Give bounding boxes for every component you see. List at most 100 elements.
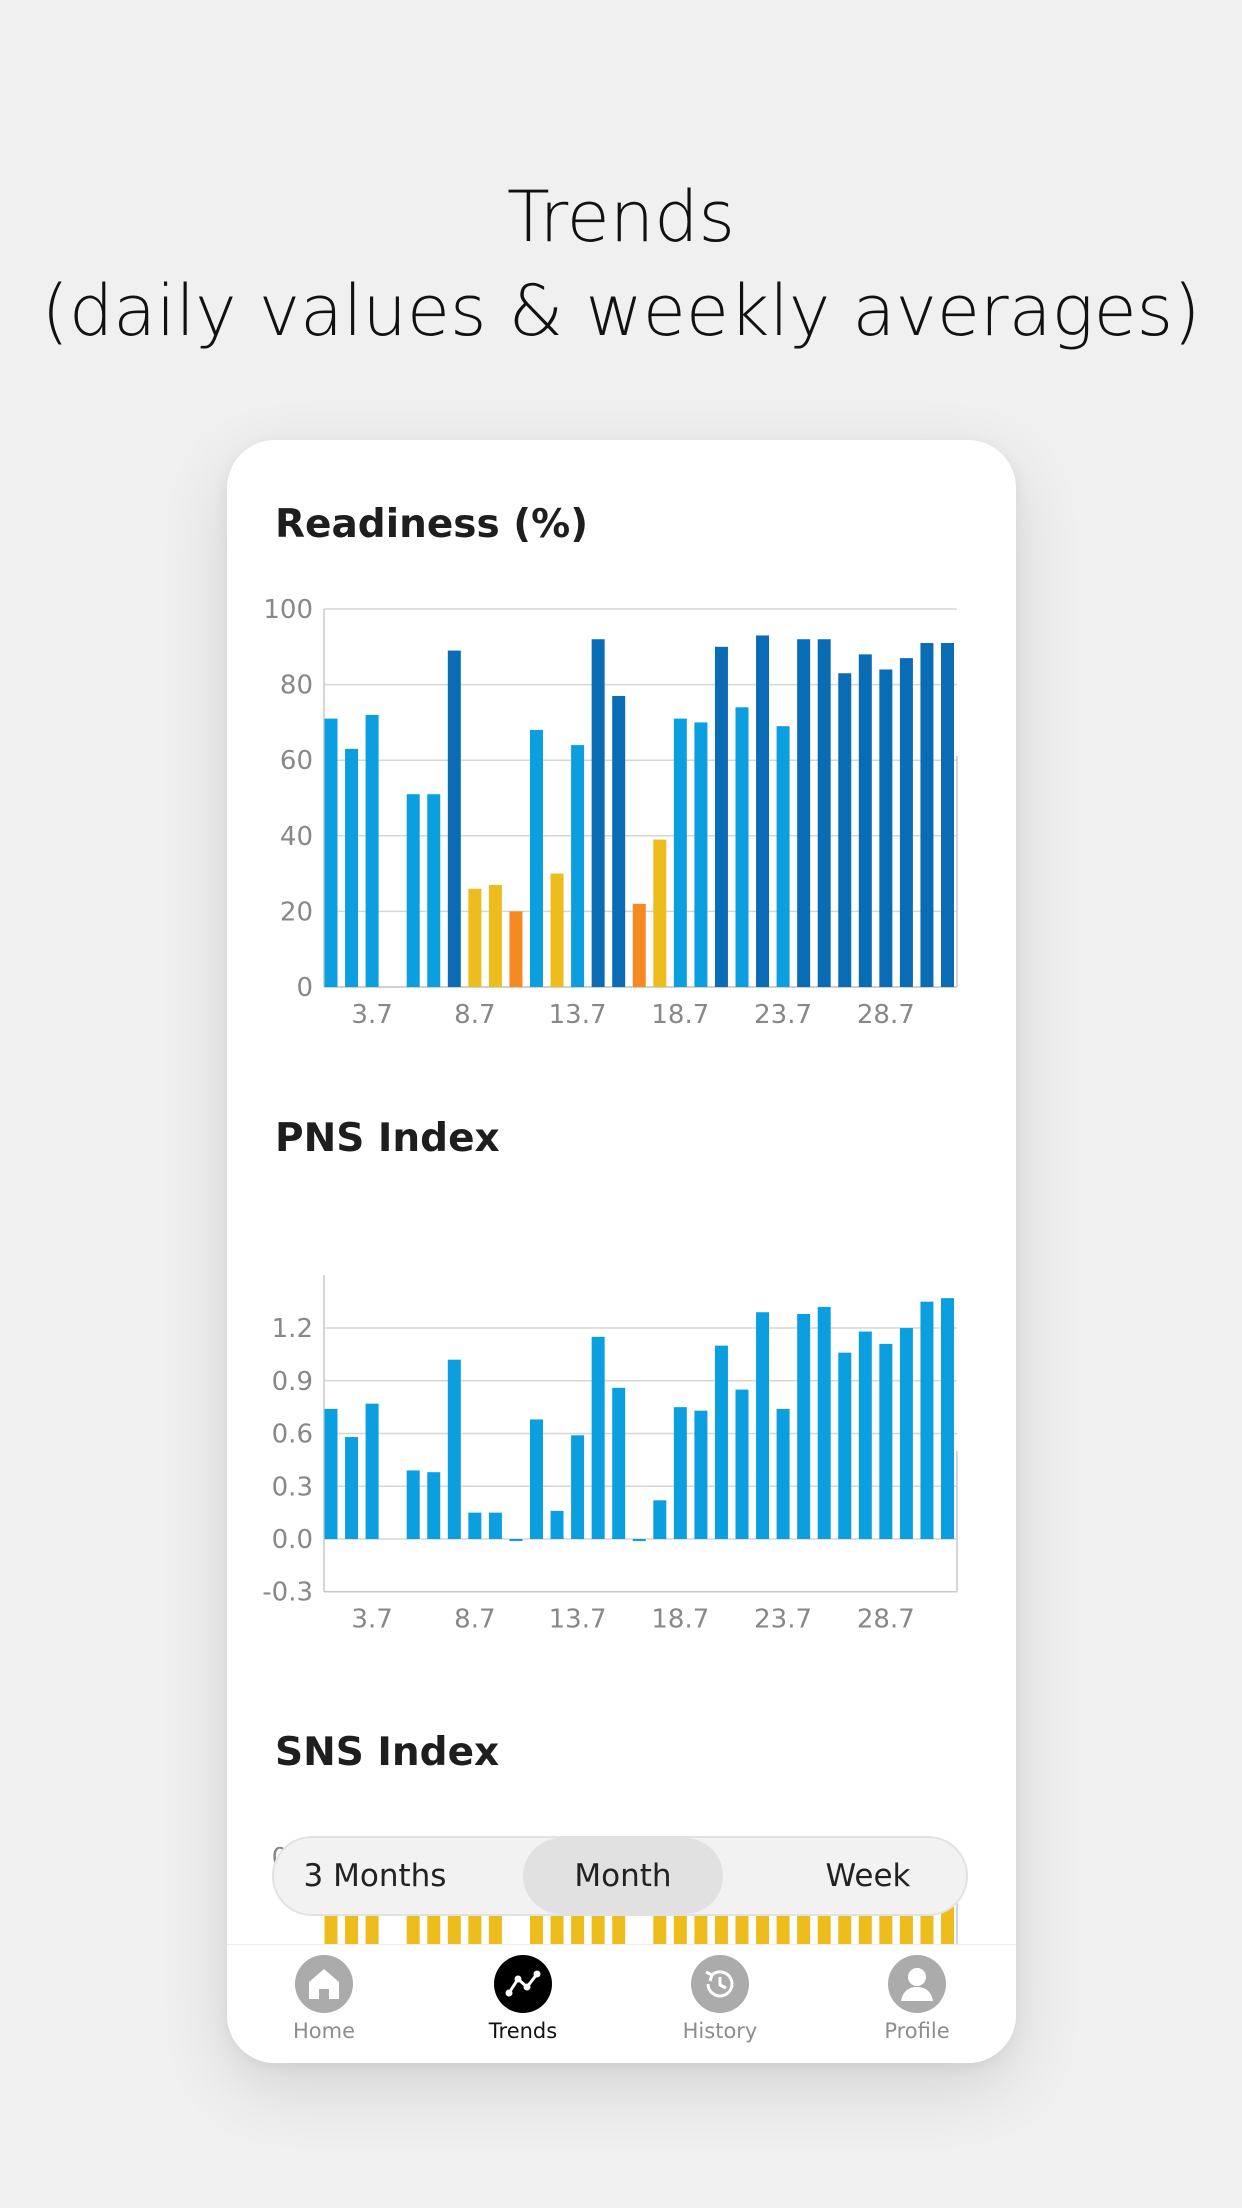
bar xyxy=(653,839,667,987)
home-icon xyxy=(295,1955,353,2013)
bar xyxy=(427,794,441,987)
bar xyxy=(447,1359,461,1539)
nav-item-home[interactable]: Home xyxy=(249,1955,399,2043)
phone-screen: Readiness (%) 0 20 40 60 80 100 3.7 8.7 13.7 18.7… xyxy=(227,440,1016,2063)
bar xyxy=(447,650,461,987)
nav-label-trends: Trends xyxy=(488,2019,558,2043)
bar xyxy=(920,1301,934,1539)
bar xyxy=(838,673,852,987)
history-icon xyxy=(691,1955,749,2013)
x-tick-label: 8.7 xyxy=(454,1000,495,1030)
nav-label-history: History xyxy=(682,2019,758,2043)
y-tick-label: 0.9 xyxy=(272,1367,313,1397)
bar xyxy=(776,1408,790,1539)
x-tick-label: 23.7 xyxy=(754,1000,812,1030)
bar xyxy=(899,658,913,987)
y-tick-label: 0.6 xyxy=(272,1420,313,1450)
bar xyxy=(591,1336,605,1539)
bar xyxy=(324,1408,338,1539)
bar xyxy=(858,1331,872,1539)
bar xyxy=(468,888,482,987)
bar xyxy=(756,635,770,987)
x-tick-label: 23.7 xyxy=(754,1605,812,1635)
bar xyxy=(694,722,708,987)
period-option-week[interactable]: Week xyxy=(825,1858,911,1894)
bar xyxy=(324,718,338,987)
nav-item-profile[interactable]: Profile xyxy=(842,1955,992,2043)
x-tick-label: 18.7 xyxy=(651,1605,709,1635)
bar xyxy=(653,1500,667,1539)
x-tick-label: 13.7 xyxy=(549,1605,607,1635)
bar xyxy=(714,646,728,987)
bar xyxy=(797,1313,811,1539)
y-tick-label: 0.0 xyxy=(272,1525,313,1555)
headline-title: Trends xyxy=(506,176,736,258)
bar xyxy=(632,1539,646,1541)
x-tick-label: 13.7 xyxy=(549,1000,607,1030)
period-option-month[interactable]: Month xyxy=(523,1838,723,1914)
x-tick-label: 3.7 xyxy=(351,1605,392,1635)
bar xyxy=(714,1345,728,1539)
period-option-3-months[interactable]: 3 Months xyxy=(303,1858,447,1894)
headline-subtitle: (daily values & weekly averages) xyxy=(41,270,1201,352)
bar xyxy=(345,748,359,987)
bar xyxy=(530,1419,543,1539)
bar xyxy=(550,873,564,987)
bar xyxy=(488,884,502,987)
bar xyxy=(612,1387,626,1539)
x-tick-label: 8.7 xyxy=(454,1605,495,1635)
bar xyxy=(530,729,543,987)
nav-item-history[interactable]: History xyxy=(645,1955,795,2043)
pns-index-chart: 1.2 0.9 0.6 0.3 0.0 -0.3 3.7 8.7 13.7 18.7 23.7 28.… xyxy=(262,1275,958,1635)
bar xyxy=(591,639,605,987)
readiness-title: Readiness (%) xyxy=(275,502,589,547)
y-tick-label: 1.2 xyxy=(272,1314,313,1344)
period-toggle[interactable]: 3 Months Month Week xyxy=(272,1836,968,1916)
bar xyxy=(941,643,954,987)
bar xyxy=(838,1352,852,1539)
bar xyxy=(365,1403,379,1539)
bar xyxy=(632,903,646,987)
bar xyxy=(612,695,626,987)
headline: Trends (daily values & weekly averages) xyxy=(0,170,1242,358)
nav-label-home: Home xyxy=(292,2019,355,2043)
bar xyxy=(735,1389,749,1539)
x-tick-label: 28.7 xyxy=(857,1605,915,1635)
bar xyxy=(673,718,687,987)
bar xyxy=(776,726,790,987)
bar xyxy=(571,1435,585,1539)
bar xyxy=(406,1470,420,1539)
y-tick-label: 80 xyxy=(280,671,313,701)
bar xyxy=(879,1343,893,1539)
bar xyxy=(468,1512,482,1539)
bar xyxy=(673,1407,687,1539)
y-tick-label: -0.3 xyxy=(262,1578,313,1608)
nav-item-trends[interactable]: Trends xyxy=(448,1955,598,2043)
bar xyxy=(735,707,749,987)
bar xyxy=(406,794,420,987)
x-tick-label: 28.7 xyxy=(857,1000,915,1030)
bar xyxy=(920,643,934,987)
bar xyxy=(509,1539,523,1541)
profile-icon xyxy=(888,1955,946,2013)
bar xyxy=(756,1312,770,1539)
bar xyxy=(488,1512,502,1539)
bar xyxy=(941,1298,954,1539)
y-tick-label: 100 xyxy=(263,595,313,625)
sns-title: SNS Index xyxy=(275,1730,500,1775)
bar xyxy=(797,639,811,987)
readiness-chart: 0 20 40 60 80 100 3.7 8.7 13.7 18.7 23.7 28.7 xyxy=(263,595,958,1030)
bottom-nav: Home Trends Hist xyxy=(227,1944,1016,2063)
bar xyxy=(879,669,893,987)
bar xyxy=(817,1306,831,1539)
bar xyxy=(345,1437,359,1539)
y-tick-label: 20 xyxy=(280,897,313,927)
bar xyxy=(571,745,585,987)
bar xyxy=(694,1410,708,1539)
y-tick-label: 60 xyxy=(280,746,313,776)
y-tick-label: 0 xyxy=(296,973,313,1003)
bar xyxy=(550,1510,564,1539)
bar xyxy=(899,1328,913,1539)
bar xyxy=(365,714,379,987)
y-tick-label: 40 xyxy=(280,822,313,852)
